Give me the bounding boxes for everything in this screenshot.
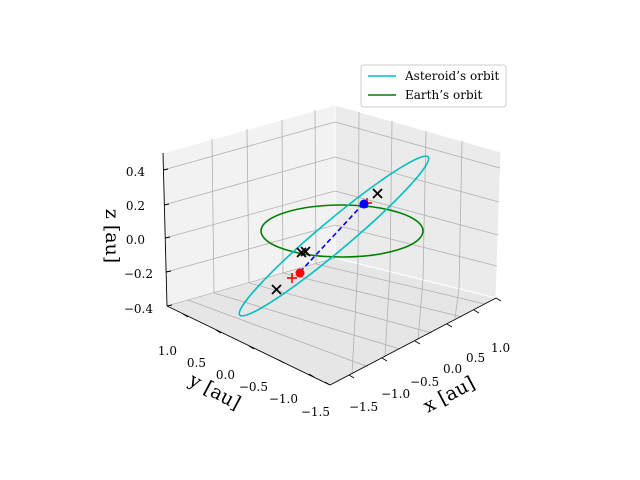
x-tick-label: 0.0: [443, 362, 462, 376]
z-tick-mark: [166, 304, 173, 307]
y-tick-mark: [182, 313, 189, 318]
grid-line: [454, 287, 460, 319]
grid-line: [314, 109, 317, 265]
y-tick-label: 0.5: [187, 356, 206, 370]
z-tick-mark: [164, 236, 171, 239]
x-tick-mark: [348, 374, 355, 379]
grid-line: [357, 111, 360, 265]
x-tick-label: −1.0: [381, 387, 410, 401]
z-tick-label: 0.4: [126, 165, 145, 179]
grid-line: [458, 140, 463, 289]
grid-line: [334, 156, 500, 203]
y-axis-label: y [au]: [184, 369, 244, 415]
grid-line: [166, 257, 336, 307]
grid-line: [162, 121, 336, 171]
grid-line: [351, 263, 359, 375]
y-tick-label: −0.5: [239, 380, 268, 394]
x-tick-label: 1.0: [491, 341, 510, 355]
x-tick-mark: [495, 297, 502, 302]
grid-line: [246, 128, 250, 284]
x-tick-label: −1.5: [349, 400, 378, 414]
earth-orbit-line: [260, 204, 424, 258]
x-tick-mark: [446, 323, 453, 328]
grid-line: [334, 121, 501, 169]
y-tick-mark: [278, 359, 285, 364]
grid-line: [282, 272, 463, 318]
z-tick-mark: [163, 203, 170, 206]
plus-marker: [287, 273, 297, 283]
z-tick-label: 0.2: [126, 199, 145, 213]
z-tick-label: −0.2: [124, 267, 153, 281]
grid-line: [165, 224, 336, 273]
legend: Asteroid’s orbit Earth’s orbit: [360, 64, 507, 108]
z-tick-labels: 0.4 0.2 0.0 −0.2 −0.4: [124, 165, 154, 316]
tick-marks: [162, 168, 502, 386]
x-tick-labels: −1.5 −1.0 −0.5 0.0 0.5 1.0: [349, 341, 510, 414]
legend-asteroid-label: Asteroid’s orbit: [404, 69, 499, 83]
grid-line: [334, 190, 499, 236]
plot-area: [238, 155, 430, 317]
z-tick-mark: [162, 168, 169, 171]
grid-line: [384, 270, 391, 358]
grid-line: [163, 156, 336, 206]
y-tick-mark: [308, 373, 315, 378]
z-tick-label: 0.0: [126, 233, 145, 247]
x-marker: [271, 284, 282, 295]
grid-line: [164, 190, 336, 239]
y-tick-mark: [215, 329, 222, 334]
axis-lines: [162, 152, 497, 386]
y-tick-label: −1.0: [269, 392, 298, 406]
red-dot-marker: [295, 268, 305, 278]
grid-line: [211, 138, 215, 294]
y-tick-mark: [248, 345, 255, 350]
legend-earth-label: Earth’s orbit: [405, 88, 482, 102]
blue-dot-marker: [359, 199, 369, 209]
x-marker: [300, 246, 311, 257]
x-tick-mark: [381, 357, 388, 362]
z-axis-line: [162, 152, 168, 307]
z-tick-mark: [165, 270, 172, 273]
grid-line: [187, 299, 367, 367]
y-axis-line: [166, 305, 331, 386]
legend-box: [360, 64, 507, 108]
x-tick-label: −0.5: [410, 375, 439, 389]
z-tick-label: −0.4: [124, 302, 154, 316]
grid-line: [281, 119, 284, 274]
x-tick-mark: [414, 340, 421, 345]
y-tick-mark: [324, 381, 331, 386]
z-axis-label: z [au]: [101, 209, 123, 263]
y-tick-label: 1.0: [158, 344, 177, 358]
x-tick-mark: [473, 309, 480, 314]
grid-line: [389, 120, 393, 272]
x-axis-line: [329, 297, 497, 386]
x-tick-label: 0.5: [466, 351, 485, 365]
grid-lines: [162, 109, 501, 375]
asteroid-orbit-line: [238, 155, 430, 317]
y-tick-label: 0.0: [216, 368, 235, 382]
x-marker: [372, 188, 383, 199]
y-tick-labels: 1.0 0.5 0.0 −0.5 −1.0 −1.5: [158, 344, 330, 419]
y-tick-label: −1.5: [301, 405, 330, 419]
grid-line: [315, 263, 486, 305]
